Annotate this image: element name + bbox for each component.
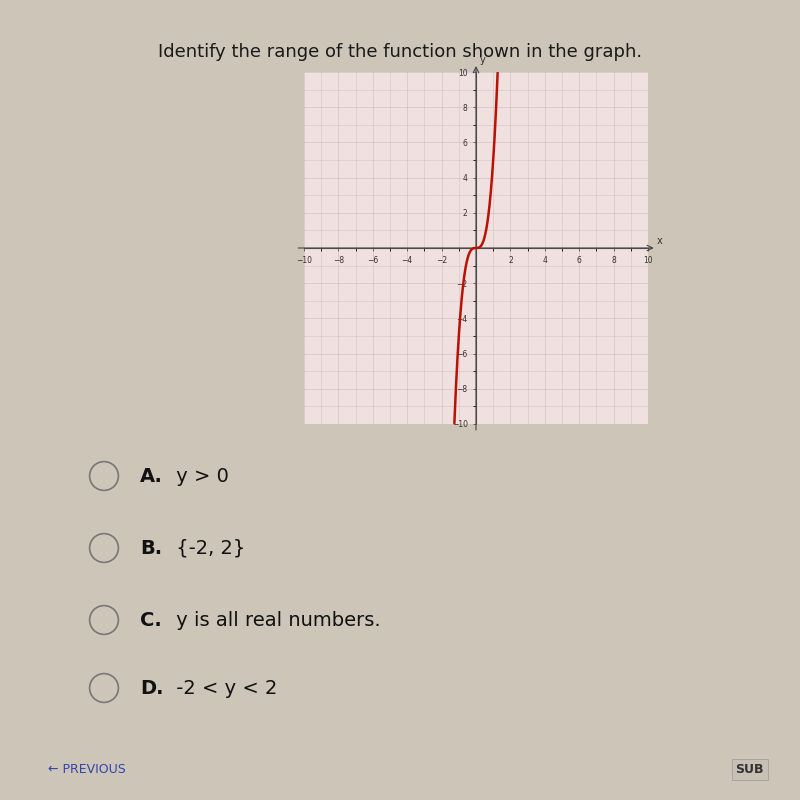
Text: y: y	[480, 54, 486, 65]
Text: A.: A.	[140, 466, 163, 486]
Text: y > 0: y > 0	[170, 466, 230, 486]
Text: D.: D.	[140, 678, 163, 698]
Text: -2 < y < 2: -2 < y < 2	[170, 678, 278, 698]
Text: B.: B.	[140, 538, 162, 558]
Text: ← PREVIOUS: ← PREVIOUS	[48, 763, 126, 776]
Text: y is all real numbers.: y is all real numbers.	[170, 610, 381, 630]
Text: C.: C.	[140, 610, 162, 630]
Text: SUB: SUB	[735, 763, 764, 776]
Text: {-2, 2}: {-2, 2}	[170, 538, 246, 558]
Text: Identify the range of the function shown in the graph.: Identify the range of the function shown…	[158, 43, 642, 61]
Text: x: x	[657, 236, 663, 246]
